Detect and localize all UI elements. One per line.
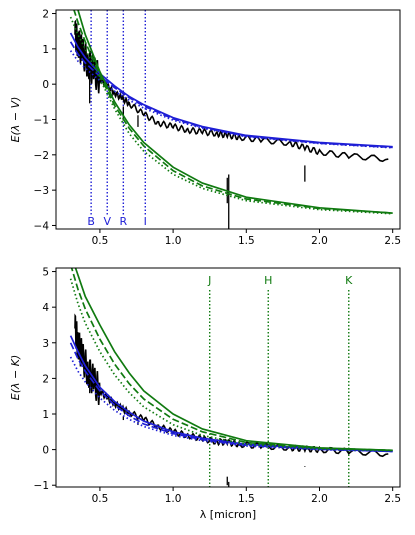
green-model-solid bbox=[74, 268, 393, 452]
y-tick-label: −1 bbox=[34, 115, 49, 127]
plot-area bbox=[69, 10, 393, 229]
y-tick-label: −1 bbox=[34, 480, 49, 492]
y-tick-label: 0 bbox=[42, 79, 49, 91]
axes-frame bbox=[55, 267, 401, 488]
band-label-b: B bbox=[87, 215, 95, 228]
band-label-i: I bbox=[144, 215, 147, 228]
bottom-panel-evk: J H K 0.5 1.0 1.5 2.0 2.5 −1 0 1 2 3 4 5 E(λ − K) λ [mic… bbox=[9, 267, 401, 521]
spectrum-line bbox=[74, 313, 389, 458]
x-tick-label: 2.0 bbox=[311, 235, 328, 247]
green-model-solid bbox=[77, 10, 393, 214]
y-tick-label: 2 bbox=[42, 9, 49, 21]
y-axis-label: E(λ − K) bbox=[9, 355, 22, 400]
y-tick-label: 1 bbox=[42, 409, 49, 421]
blue-model-dashed bbox=[69, 342, 393, 453]
y-tick-label: 3 bbox=[42, 338, 49, 350]
blue-model-dotted bbox=[69, 50, 393, 149]
x-tick-label: 1.0 bbox=[165, 235, 182, 247]
y-tick-label: 5 bbox=[42, 267, 49, 279]
green-model-dashed bbox=[70, 268, 393, 452]
y-tick-label: −4 bbox=[34, 220, 50, 232]
y-tick-label: 1 bbox=[42, 44, 49, 56]
blue-model-solid bbox=[69, 32, 393, 148]
y-tick-label: −3 bbox=[34, 185, 49, 197]
band-label-v: V bbox=[103, 215, 111, 228]
y-tick-label: 2 bbox=[42, 373, 49, 385]
y-tick-label: 0 bbox=[42, 445, 49, 457]
blue-model-solid bbox=[69, 335, 393, 453]
x-axis-label: λ [micron] bbox=[200, 508, 256, 521]
y-axis-label: E(λ − V) bbox=[9, 97, 22, 143]
band-label-j: J bbox=[207, 274, 211, 287]
band-label-k: K bbox=[345, 274, 353, 287]
y-tick-label: 4 bbox=[42, 302, 49, 314]
plot-area bbox=[69, 268, 393, 487]
x-tick-label: 1.5 bbox=[238, 235, 255, 247]
blue-model-dotted bbox=[69, 356, 393, 453]
x-tick-label: 1.0 bbox=[165, 493, 182, 505]
x-tick-label: 2.5 bbox=[384, 493, 401, 505]
x-tick-label: 2.5 bbox=[384, 235, 401, 247]
y-tick-label: −2 bbox=[34, 150, 49, 162]
x-tick-label: 2.0 bbox=[311, 493, 328, 505]
band-label-h: H bbox=[264, 274, 272, 287]
x-tick-label: 0.5 bbox=[92, 235, 109, 247]
top-panel-evv: B V R I 0.5 1.0 1.5 2.0 2.5 −4 −3 −2 −1 0 1 2 E(λ − V) bbox=[9, 9, 401, 247]
green-model-dotted bbox=[69, 16, 393, 215]
green-model-dashed bbox=[73, 10, 393, 214]
x-tick-label: 0.5 bbox=[92, 493, 109, 505]
blue-model-dashed bbox=[69, 41, 393, 149]
x-tick-label: 1.5 bbox=[238, 493, 255, 505]
band-label-r: R bbox=[120, 215, 128, 228]
green-model-dotted bbox=[69, 278, 393, 452]
